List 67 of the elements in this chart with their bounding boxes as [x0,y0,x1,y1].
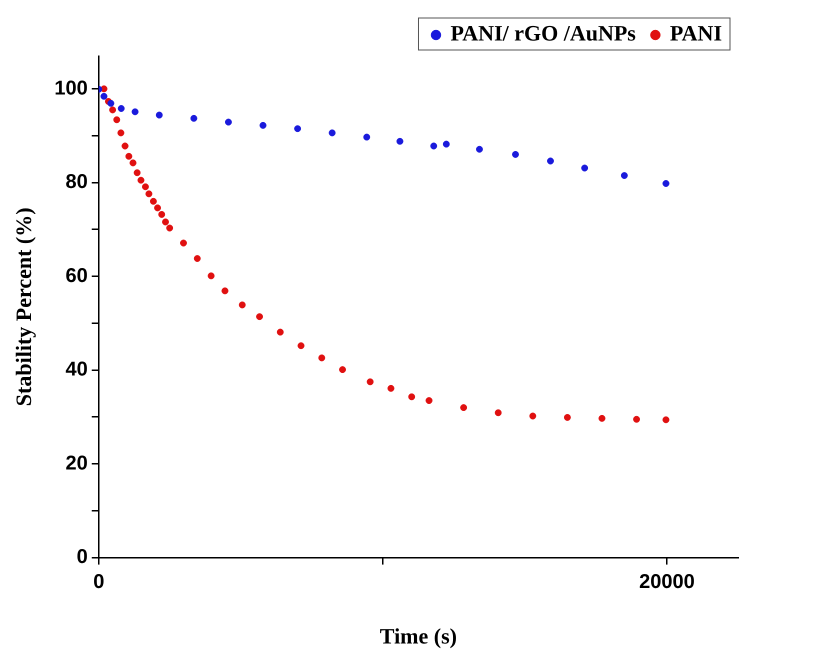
point [194,255,201,262]
point [109,106,116,114]
point [339,366,346,374]
point [224,118,232,126]
point [318,354,326,362]
point [130,159,136,166]
point [298,342,304,350]
point [138,176,144,184]
point [134,169,141,176]
point [118,105,125,112]
point [166,224,174,232]
point [222,287,228,294]
point [276,328,284,336]
point [125,152,132,160]
point [142,183,149,190]
point [256,313,263,320]
point [260,122,266,129]
y-tick-label: 40 [66,358,88,381]
point [363,134,370,141]
point [408,393,416,400]
point [430,142,438,150]
point [366,378,374,386]
point [633,416,640,423]
point [620,172,628,179]
point [113,116,120,124]
point [396,138,404,145]
point [442,140,450,148]
legend-label: PANI/ rGO /AuNPs [450,20,636,46]
point [180,240,187,246]
point [132,108,139,116]
point [564,414,571,421]
point [100,92,108,100]
y-tick-label: 20 [66,452,88,474]
point [512,150,519,158]
point [122,142,128,150]
point [107,100,114,107]
point [208,272,215,280]
point [581,164,588,172]
x-axis-title: Time (s) [380,623,457,648]
point [150,198,157,205]
point [662,180,670,187]
y-tick-label: 0 [76,546,88,568]
point [238,301,246,308]
point [156,112,163,119]
x-tick-label: 20000 [639,571,695,594]
point [158,211,166,218]
point [598,414,606,422]
point [328,129,336,136]
point [662,416,670,424]
point [529,412,536,420]
point [476,146,483,153]
point [460,404,468,412]
point [145,190,152,198]
legend-label: PANI [670,20,722,46]
y-tick-label: 80 [66,171,88,194]
point [387,384,394,392]
point [494,409,502,416]
y-tick-label: 60 [66,264,88,287]
y-tick-label: 100 [54,77,88,100]
point [190,114,198,122]
point [547,158,554,164]
point [294,125,302,132]
point [117,129,124,136]
point [154,204,161,212]
y-axis-title: Stability Percent (%) [10,207,36,406]
point [426,397,432,404]
point [162,218,169,226]
